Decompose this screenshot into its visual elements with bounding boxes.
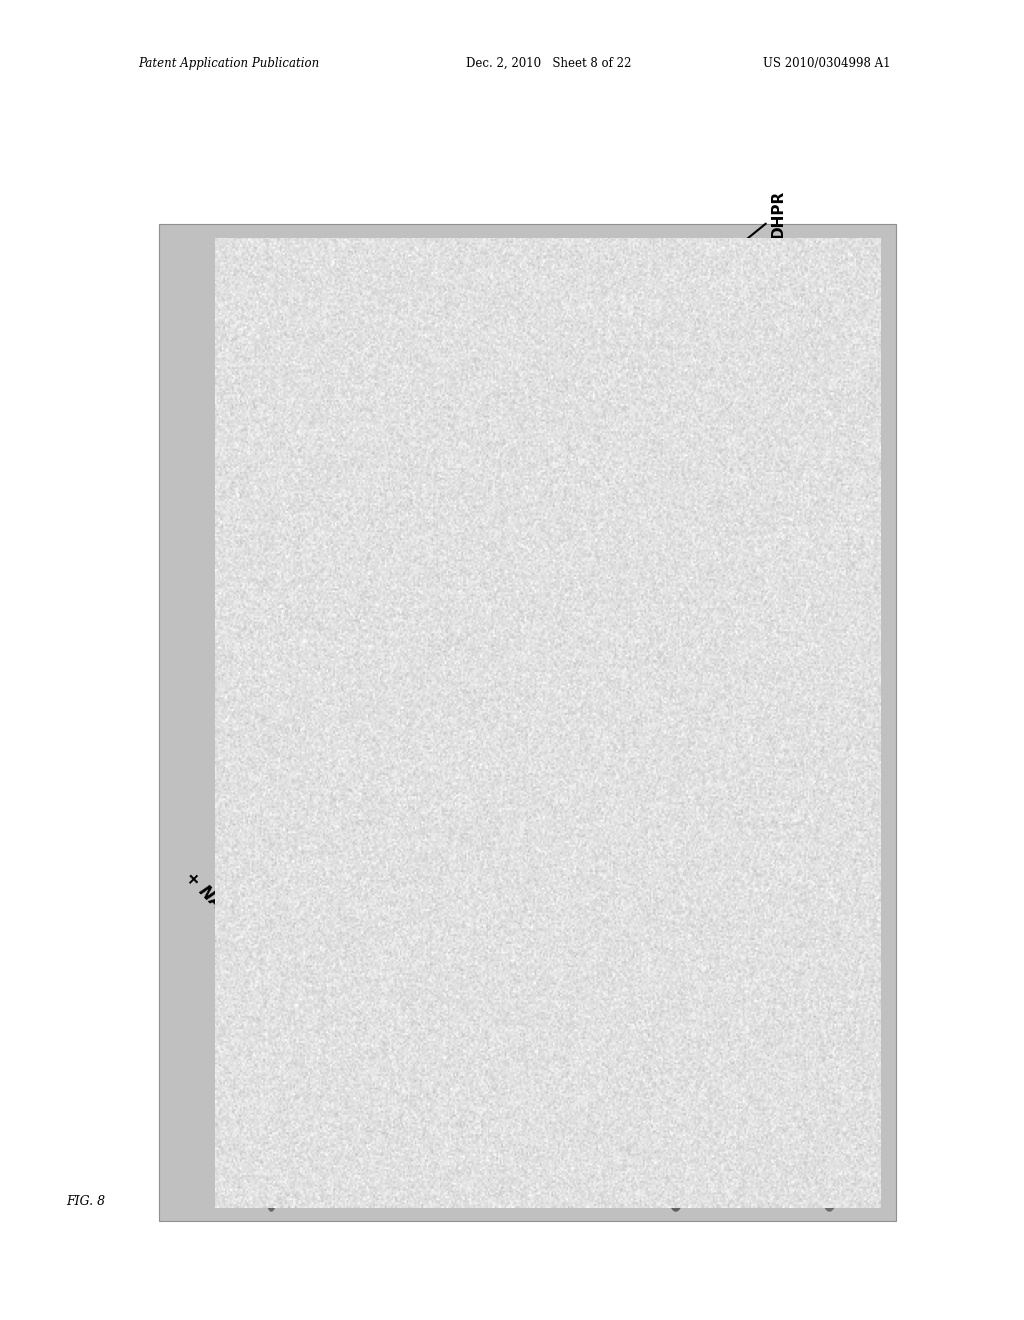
- Point: [668, 792, 684, 813]
- Point: [668, 890, 684, 911]
- Text: Patent Application Publication: Patent Application Publication: [138, 57, 319, 70]
- Text: 8: 8: [355, 500, 377, 523]
- Point: [668, 500, 684, 521]
- Point: [668, 792, 684, 813]
- Point: [668, 404, 684, 425]
- Ellipse shape: [726, 1177, 769, 1206]
- Point: [668, 696, 684, 717]
- Text: 1: 1: [222, 1181, 245, 1203]
- Point: [668, 1084, 684, 1105]
- Ellipse shape: [265, 1172, 278, 1212]
- Text: 2: 2: [242, 1084, 263, 1106]
- Point: [668, 404, 684, 425]
- Text: + PDC: + PDC: [263, 484, 316, 539]
- Text: Dec. 2, 2010   Sheet 8 of 22: Dec. 2, 2010 Sheet 8 of 22: [466, 57, 631, 70]
- Point: [668, 598, 684, 619]
- Text: + NADH: + NADH: [181, 867, 246, 933]
- Point: [668, 1084, 684, 1105]
- Point: [668, 306, 684, 327]
- Text: 10: 10: [389, 301, 420, 333]
- Text: DHPR: DHPR: [680, 189, 785, 294]
- Ellipse shape: [332, 1180, 375, 1204]
- Text: 3: 3: [261, 986, 283, 1008]
- Text: US 2010/0304998 A1: US 2010/0304998 A1: [763, 57, 891, 70]
- Point: [668, 987, 684, 1008]
- Point: [668, 890, 684, 911]
- Ellipse shape: [821, 1172, 838, 1212]
- Bar: [159, 224, 896, 1221]
- Text: FIG. 8: FIG. 8: [67, 1195, 105, 1208]
- Point: [668, 306, 684, 327]
- Ellipse shape: [294, 1180, 337, 1204]
- Text: 9: 9: [375, 403, 396, 425]
- Ellipse shape: [370, 1180, 413, 1204]
- Ellipse shape: [668, 1172, 684, 1212]
- Point: [668, 500, 684, 521]
- Text: 4: 4: [280, 890, 301, 911]
- Point: [668, 696, 684, 717]
- Text: 6: 6: [317, 694, 339, 717]
- Text: 5: 5: [299, 792, 321, 814]
- Point: [668, 987, 684, 1008]
- Point: [668, 598, 684, 619]
- Text: 7: 7: [337, 598, 358, 619]
